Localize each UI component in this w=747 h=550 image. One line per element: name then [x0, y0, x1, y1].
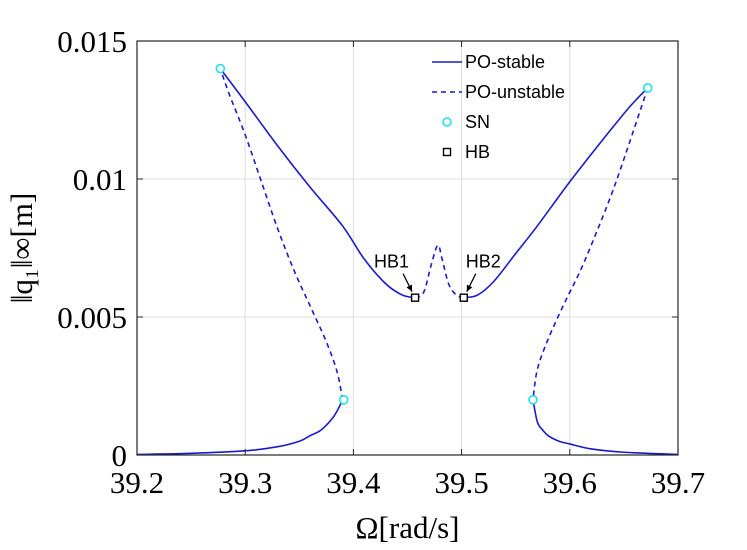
- x-tick-label: 39.3: [218, 465, 272, 500]
- x-tick-label: 39.2: [110, 465, 164, 500]
- y-tick-label: 0.005: [57, 300, 127, 335]
- hb-annotation-label: HB2: [466, 252, 501, 272]
- annotation-layer: HB1 HB2: [374, 252, 501, 292]
- legend: PO-stable PO-unstable SN HB: [432, 52, 565, 162]
- x-tick-label: 39.5: [434, 465, 488, 500]
- legend-label: PO-stable: [465, 52, 545, 72]
- legend-swatch-hb: [442, 147, 452, 157]
- legend-label: SN: [465, 112, 490, 132]
- plot-frame: [136, 40, 679, 456]
- series-line-stable-6: [532, 399, 679, 456]
- data-layer: [136, 63, 679, 456]
- legend-label: PO-unstable: [465, 82, 565, 102]
- legend-swatch-sn: [442, 117, 452, 127]
- sn-marker: [642, 83, 653, 93]
- series-line-stable-2: [219, 68, 416, 299]
- x-tick-label: 39.6: [543, 465, 597, 500]
- grid-layer: [136, 40, 679, 456]
- tick-layer: 39.2 39.3 39.4 39.5 39.6 39.7 0 0.005 0.01 0.015: [57, 24, 705, 500]
- hb-marker: [459, 293, 468, 302]
- x-tick-label: 39.4: [326, 465, 381, 500]
- sn-marker: [215, 63, 226, 74]
- series-line-unstable-5: [532, 87, 649, 400]
- x-axis-title: Ω[rad/s]: [356, 510, 460, 545]
- hb-annotation-arrowhead: [406, 284, 413, 292]
- sn-marker: [338, 394, 349, 405]
- legend-label: HB: [465, 142, 490, 162]
- series-line-stable-0: [136, 399, 344, 456]
- y-tick-label: 0: [112, 438, 128, 473]
- hb-annotation-label: HB1: [374, 252, 409, 272]
- sn-marker: [528, 394, 538, 405]
- series-line-stable-4: [463, 87, 649, 299]
- y-tick-label: 0.01: [73, 162, 127, 197]
- series-line-unstable-1: [219, 68, 344, 400]
- y-tick-label: 0.015: [57, 24, 127, 59]
- series-line-unstable-3: [414, 244, 465, 299]
- y-axis-title: ‖q₁‖∞[m]: [4, 193, 39, 304]
- hb-marker: [410, 293, 420, 302]
- x-tick-label: 39.7: [651, 465, 705, 500]
- hb-annotation-arrowhead: [466, 284, 473, 292]
